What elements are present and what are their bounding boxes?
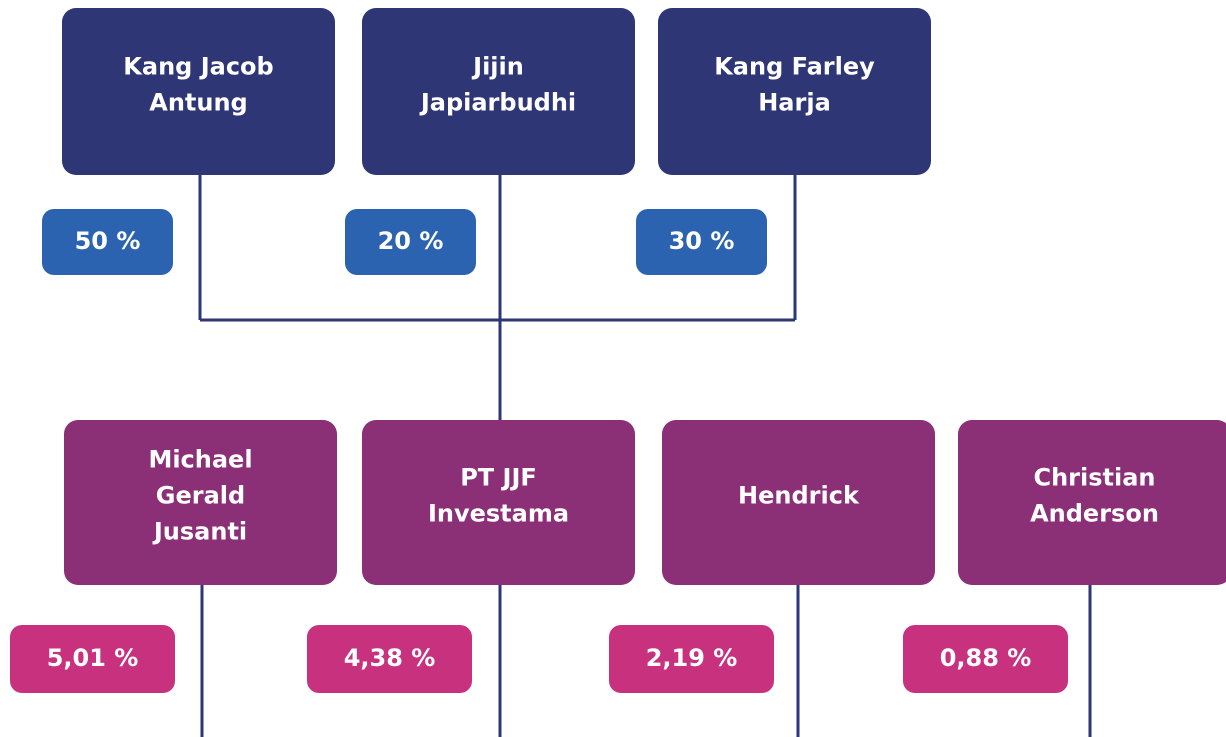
bottom-connector: [200, 585, 1092, 737]
node-box: [62, 8, 335, 175]
share-pill: [307, 625, 472, 693]
share-label: 20 %: [378, 227, 444, 255]
node: Michael Gerald Jusanti 5,01 %: [10, 420, 337, 693]
node-box: [662, 420, 935, 585]
node-label: Antung: [149, 89, 247, 117]
share-pill: [636, 209, 767, 275]
share-label: 50 %: [75, 227, 141, 255]
node-label: Japiarbudhi: [419, 89, 576, 117]
node-label: Hendrick: [738, 482, 860, 510]
node: PT JJF Investama 4,38 %: [307, 420, 635, 693]
node: Hendrick 2,19 %: [609, 420, 935, 693]
node-label: Jusanti: [152, 518, 247, 546]
share-pill: [42, 209, 173, 275]
node-box: [362, 420, 635, 585]
node-label: Anderson: [1030, 500, 1159, 528]
node-label: Harja: [758, 89, 831, 117]
connectors: [198, 175, 1092, 737]
share-pill: [345, 209, 476, 275]
node-label: Kang Jacob: [123, 53, 273, 81]
node-box: [64, 420, 337, 585]
share-pill: [609, 625, 774, 693]
share-label: 30 %: [669, 227, 735, 255]
share-label: 2,19 %: [646, 644, 738, 672]
node: Kang Jacob Antung 50 %: [42, 8, 335, 275]
share-pill: [10, 625, 175, 693]
share-label: 0,88 %: [940, 644, 1032, 672]
node-label: Christian: [1033, 464, 1155, 492]
node: Jijin Japiarbudhi 20 %: [345, 8, 635, 275]
node: Christian Anderson 0,88 %: [903, 420, 1226, 693]
share-label: 4,38 %: [344, 644, 436, 672]
node: Kang Farley Harja 30 %: [636, 8, 931, 275]
node-label: Kang Farley: [714, 53, 875, 81]
node-box: [658, 8, 931, 175]
node-label: Investama: [428, 500, 569, 528]
top-connector: [198, 175, 797, 420]
node-label: PT JJF: [460, 464, 537, 492]
node-box: [958, 420, 1226, 585]
node-label: Jijin: [471, 53, 524, 81]
node-label: Michael: [148, 446, 252, 474]
node-box: [362, 8, 635, 175]
node-label: Gerald: [156, 482, 245, 510]
share-pill: [903, 625, 1068, 693]
share-label: 5,01 %: [47, 644, 139, 672]
